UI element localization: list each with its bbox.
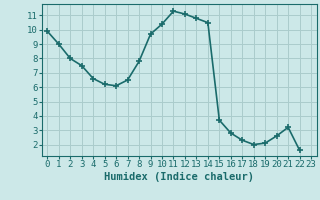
X-axis label: Humidex (Indice chaleur): Humidex (Indice chaleur)	[104, 172, 254, 182]
